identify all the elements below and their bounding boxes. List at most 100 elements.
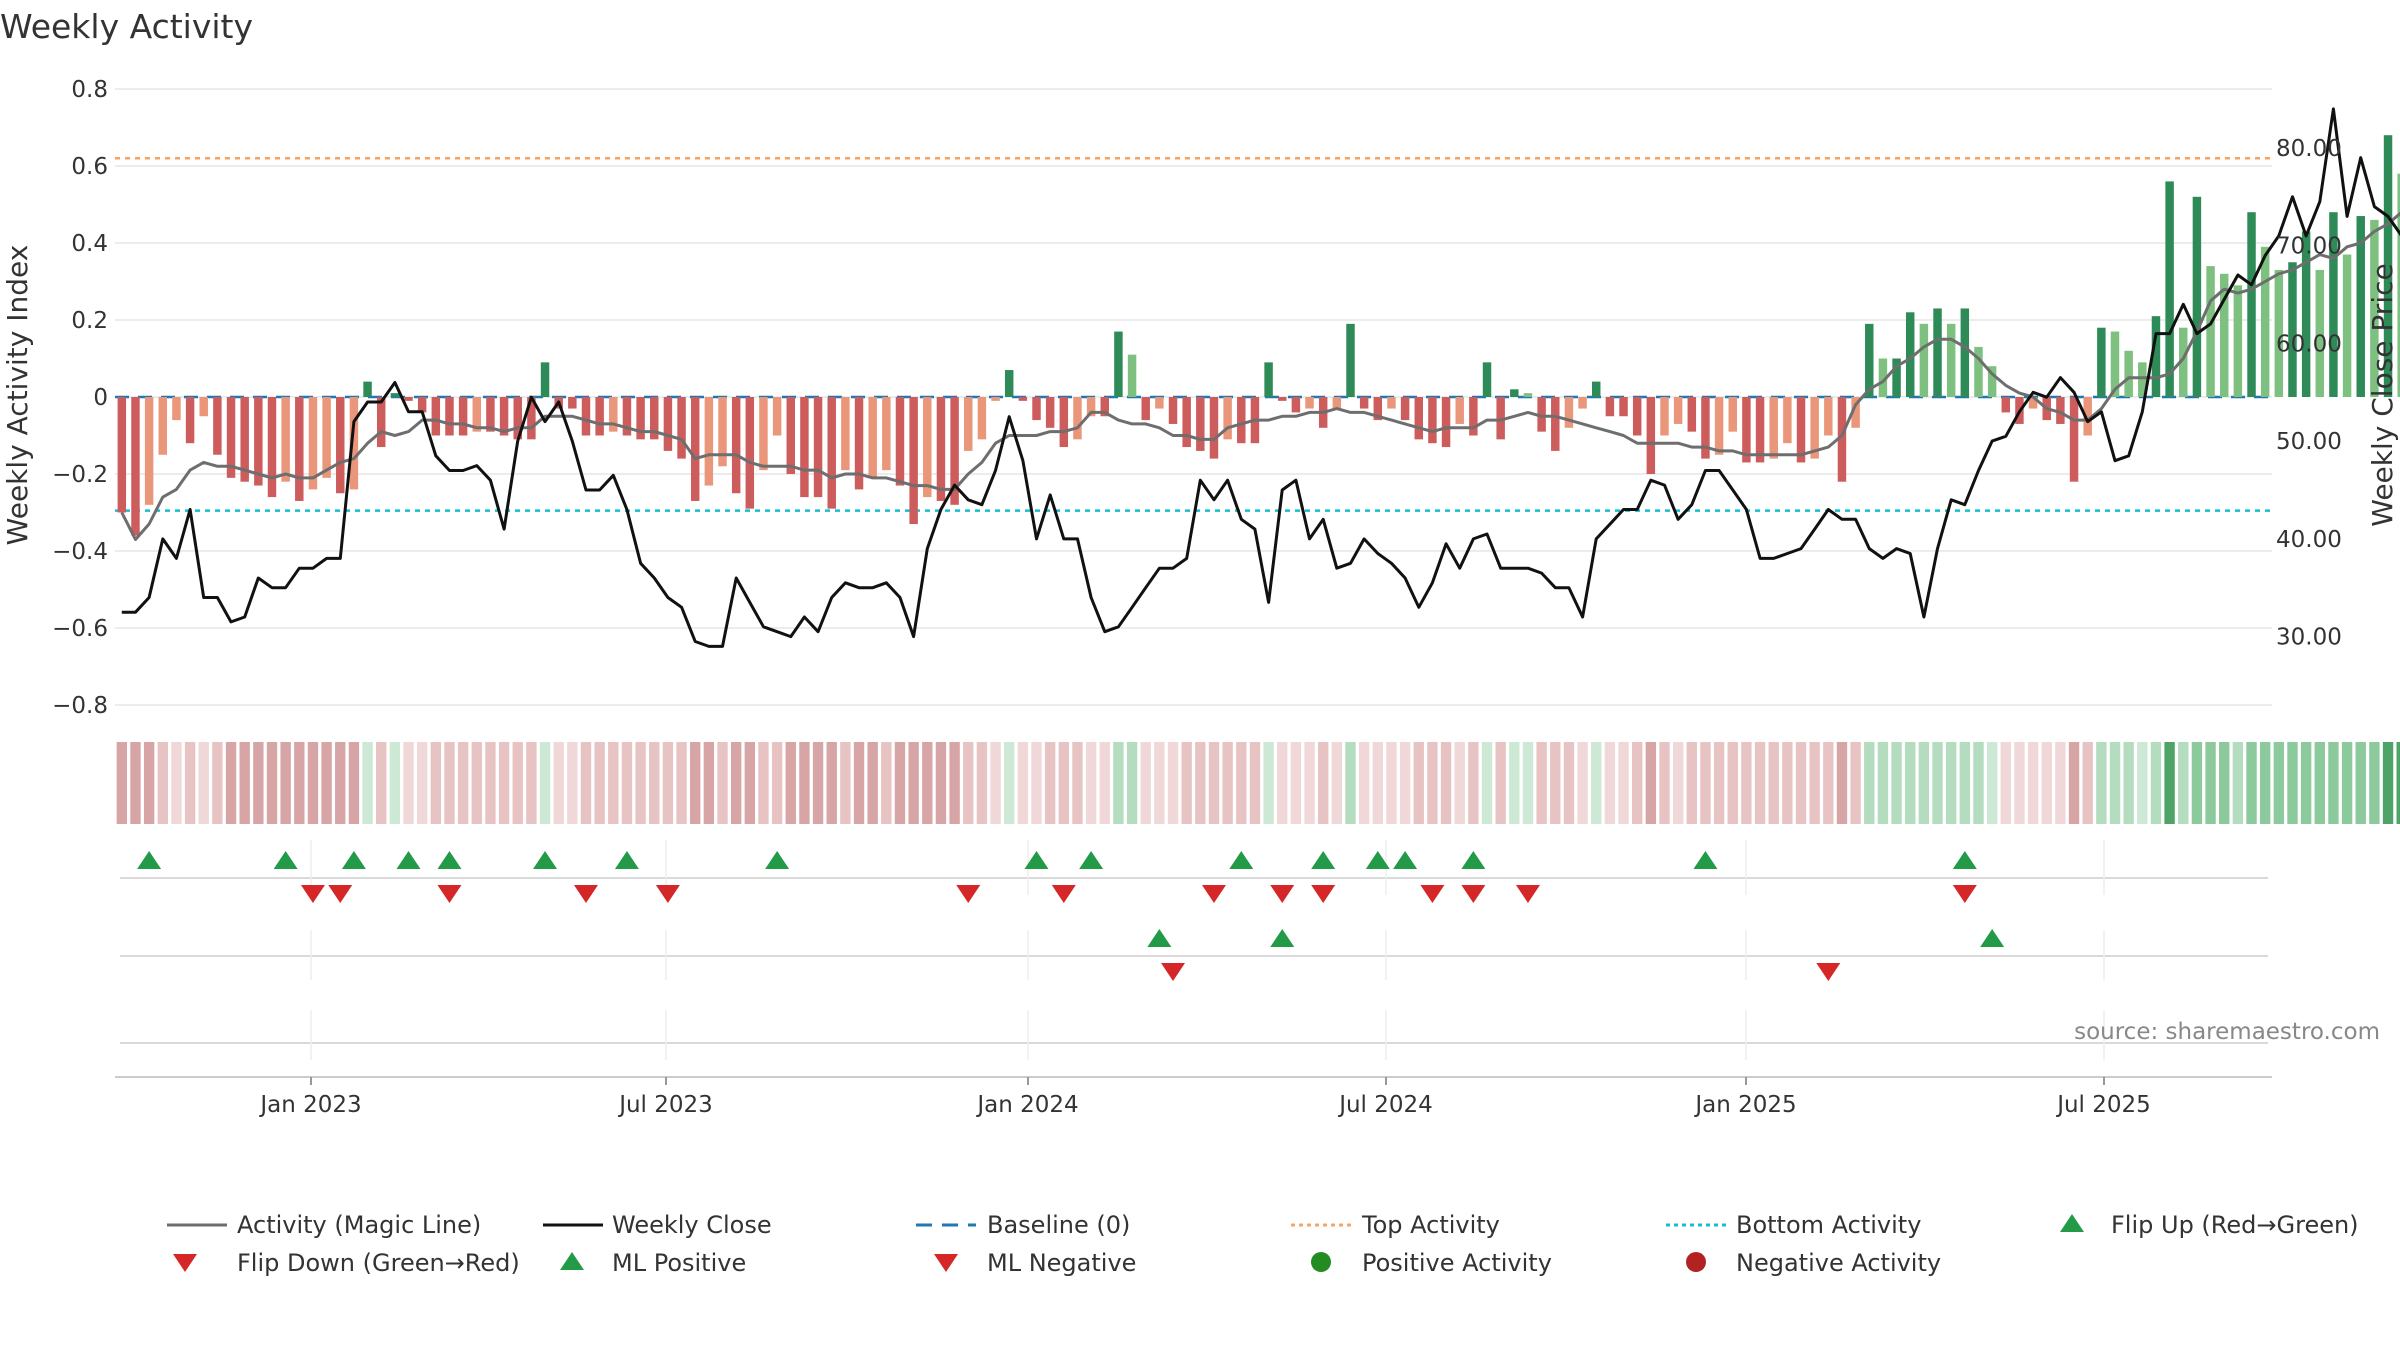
activity-bar bbox=[964, 397, 973, 451]
strip-cell bbox=[1631, 742, 1643, 824]
strip-cell bbox=[430, 742, 442, 824]
strip-cell bbox=[253, 742, 264, 824]
strip-cell bbox=[2055, 742, 2066, 824]
activity-bar bbox=[1196, 397, 1205, 451]
activity-bar bbox=[2397, 173, 2400, 397]
flip-up-marker bbox=[341, 851, 366, 869]
activity-bar bbox=[868, 397, 877, 478]
strip-cell bbox=[2096, 742, 2107, 824]
activity-bar bbox=[1073, 397, 1082, 440]
strip-cell bbox=[1263, 742, 1274, 824]
activity-bar bbox=[704, 397, 714, 486]
strip-cell bbox=[1126, 742, 1138, 824]
strip-cell bbox=[457, 742, 469, 824]
y-tick-label-left: −0.4 bbox=[52, 539, 108, 565]
strip-cell bbox=[1004, 742, 1015, 824]
x-tick-label: Jan 2024 bbox=[975, 1092, 1078, 1118]
strip-cell bbox=[676, 742, 687, 824]
strip-cell bbox=[2273, 742, 2285, 824]
strip-cell bbox=[908, 742, 919, 824]
strip-cell bbox=[171, 742, 182, 824]
strip-cell bbox=[1154, 742, 1165, 824]
activity-bar bbox=[1086, 397, 1096, 417]
activity-bar bbox=[1510, 389, 1519, 397]
activity-bar bbox=[1469, 397, 1478, 436]
strip-cell bbox=[976, 742, 988, 824]
strip-cell bbox=[1236, 742, 1247, 824]
flip-down-marker bbox=[300, 885, 325, 903]
activity-bar bbox=[923, 397, 932, 498]
activity-bar bbox=[1591, 381, 1601, 397]
strip-cell bbox=[2314, 742, 2325, 824]
y-tick-label-right: 60.00 bbox=[2276, 331, 2342, 357]
strip-cell bbox=[321, 742, 332, 824]
strip-cell bbox=[1795, 742, 1807, 824]
strip-cell bbox=[1509, 742, 1520, 824]
activity-bar bbox=[772, 397, 782, 436]
legend-item-flip-up: Flip Up (Red→Green) bbox=[2060, 1211, 2359, 1239]
ml-negative-marker bbox=[1816, 963, 1841, 981]
x-axis: Jan 2023 Jul 2023 Jan 2024 Jul 2024 Jan 2025… bbox=[115, 1076, 2272, 1118]
strip-cell bbox=[771, 742, 783, 824]
strip-cell bbox=[539, 742, 551, 824]
left-axis-ticks: 0.8 0.6 0.4 0.2 0 −0.2 −0.4 −0.6 −0.8 bbox=[52, 77, 108, 719]
flip-up-marker bbox=[1024, 851, 1049, 869]
strip-cell bbox=[2382, 742, 2394, 824]
activity-bar bbox=[1851, 397, 1860, 428]
activity-bar bbox=[2356, 216, 2365, 397]
activity-bar bbox=[1141, 397, 1150, 421]
activity-bar bbox=[854, 397, 864, 490]
strip-cell bbox=[826, 742, 837, 824]
strip-cell bbox=[703, 742, 715, 824]
activity-bar bbox=[1223, 397, 1232, 440]
strip-cell bbox=[362, 742, 373, 824]
strip-cell bbox=[1031, 742, 1042, 824]
x-tick-label: Jul 2024 bbox=[1337, 1092, 1433, 1118]
strip-cell bbox=[922, 742, 933, 824]
strip-cell bbox=[2396, 742, 2400, 824]
strip-cell bbox=[2150, 742, 2162, 824]
activity-bar bbox=[2165, 181, 2174, 397]
activity-bar bbox=[1987, 366, 1997, 397]
strip-cell bbox=[1099, 742, 1110, 824]
strip-cell bbox=[2109, 742, 2121, 824]
flip-down-marker bbox=[1515, 885, 1540, 903]
strip-cell bbox=[1986, 742, 1998, 824]
activity-bar bbox=[786, 397, 796, 474]
activity-bar bbox=[2083, 397, 2092, 436]
activity-bar bbox=[1646, 397, 1656, 474]
legend-swatch-ml-negative bbox=[934, 1254, 958, 1272]
activity-bar bbox=[1114, 331, 1123, 397]
activity-bar bbox=[759, 397, 768, 471]
x-tick-label: Jan 2025 bbox=[1693, 1092, 1796, 1118]
activity-bar bbox=[322, 397, 331, 478]
ml-positive-marker bbox=[1980, 929, 2005, 947]
strip-cell bbox=[1017, 742, 1029, 824]
activity-bar bbox=[595, 397, 604, 436]
activity-bar bbox=[609, 397, 618, 432]
strip-cell bbox=[1372, 742, 1383, 824]
flip-down-marker bbox=[1051, 885, 1076, 903]
activity-bar bbox=[390, 393, 400, 397]
activity-bar bbox=[718, 397, 727, 467]
strip-cell bbox=[635, 742, 646, 824]
legend-item-negative-activity: Negative Activity bbox=[1686, 1249, 1941, 1277]
x-tick-label: Jul 2023 bbox=[617, 1092, 713, 1118]
activity-bar bbox=[1551, 397, 1560, 451]
signal-panels bbox=[120, 840, 2268, 1060]
flip-up-marker bbox=[273, 851, 298, 869]
activity-bar bbox=[636, 397, 645, 440]
activity-bar bbox=[267, 397, 277, 498]
strip-cell bbox=[2355, 742, 2366, 824]
legend-label-positive-activity: Positive Activity bbox=[1362, 1249, 1552, 1277]
strip-cell bbox=[2164, 742, 2175, 824]
strip-cell bbox=[2205, 742, 2216, 824]
activity-bar bbox=[1960, 308, 1970, 397]
strip-cell bbox=[1167, 742, 1179, 824]
legend-swatch-negative-activity bbox=[1686, 1252, 1706, 1272]
flip-up-marker bbox=[1311, 851, 1336, 869]
strip-cell bbox=[2287, 742, 2298, 824]
activity-bar bbox=[336, 397, 345, 494]
strip-cell bbox=[990, 742, 1001, 824]
